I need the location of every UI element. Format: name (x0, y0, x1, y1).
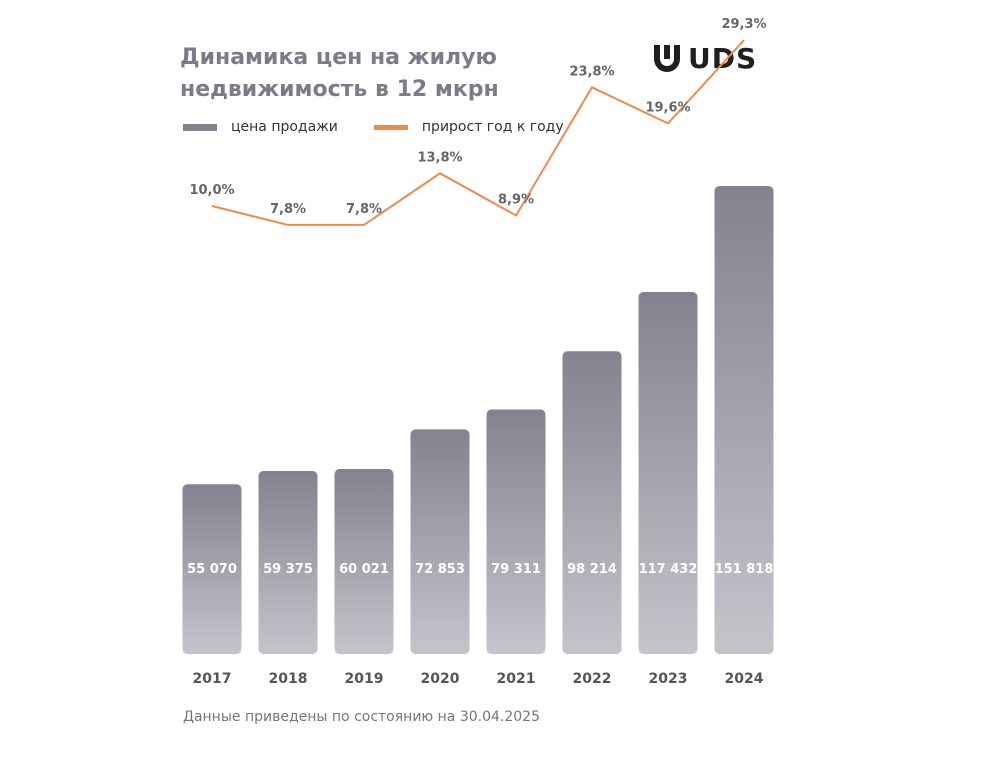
x-tick-label: 2023 (649, 671, 688, 687)
x-tick-label: 2021 (497, 671, 536, 687)
bar-2018 (258, 470, 318, 654)
growth-line (211, 39, 745, 226)
legend-item-growth: прирост год к году (373, 119, 564, 135)
legend-label-price: цена продажи (231, 119, 338, 135)
uds-logo-text: UDS (688, 42, 758, 75)
x-tick-label: 2019 (345, 671, 384, 687)
x-tick-label: 2020 (421, 671, 460, 687)
uds-logo-icon (654, 44, 680, 72)
legend-swatch-growth (373, 124, 408, 130)
legend-item-price: цена продажи (183, 119, 338, 135)
chart-legend: цена продажи прирост год к году (183, 119, 600, 135)
x-tick-label: 2017 (193, 671, 232, 687)
bar-2022 (562, 351, 622, 654)
growth-value-label: 10,0% (189, 183, 234, 198)
x-tick-label: 2022 (573, 671, 612, 687)
bar-2019 (334, 468, 394, 654)
bar-2024 (714, 186, 774, 654)
growth-value-label: 13,8% (417, 150, 462, 165)
bar-value-label: 117 432 (639, 562, 698, 577)
bar-2017 (182, 484, 242, 654)
bar-value-label: 55 070 (187, 562, 237, 577)
bar-value-label: 72 853 (415, 562, 465, 577)
growth-value-label: 19,6% (645, 100, 690, 115)
bar-2021 (486, 409, 546, 654)
bar-2023 (638, 291, 698, 654)
bar-2020 (410, 429, 470, 654)
x-tick-label: 2018 (269, 671, 308, 687)
x-tick-label: 2024 (725, 671, 764, 687)
chart-title: Динамика цен на жилую недвижимость в 12 … (180, 45, 499, 102)
bar-value-label: 59 375 (263, 562, 313, 577)
bar-value-label: 98 214 (567, 562, 617, 577)
growth-value-label: 23,8% (569, 64, 614, 79)
growth-value-label: 29,3% (721, 17, 766, 32)
growth-value-label: 7,8% (270, 202, 306, 217)
legend-swatch-price (183, 123, 217, 131)
growth-value-label: 7,8% (346, 202, 382, 217)
growth-value-label: 8,9% (498, 192, 534, 207)
bar-value-label: 79 311 (491, 562, 541, 577)
uds-logo: UDS (654, 42, 757, 75)
bar-value-label: 60 021 (339, 562, 389, 577)
legend-label-growth: прирост год к году (421, 119, 564, 135)
bar-value-label: 151 818 (715, 562, 774, 577)
footnote: Данные приведены по состоянию на 30.04.2… (183, 709, 540, 725)
